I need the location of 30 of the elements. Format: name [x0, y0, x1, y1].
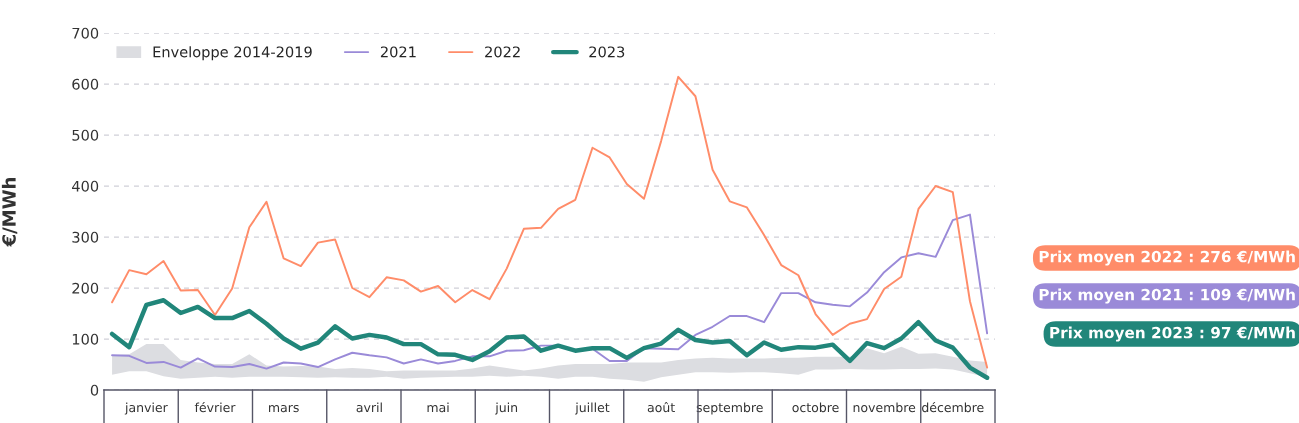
- x-tick-label: mai: [427, 402, 449, 413]
- x-tick-label: janvier: [124, 402, 168, 415]
- y-axis-title: €/MWh: [1, 177, 18, 247]
- y-tick-label: 600: [72, 78, 99, 90]
- x-tick-label: août: [647, 402, 675, 413]
- y-tick-label: 300: [72, 231, 99, 243]
- line-series: [111, 213, 989, 370]
- y-tick-label: 200: [72, 282, 99, 294]
- text: Prix moyen 2023 : 97 €/MWh: [1050, 326, 1295, 342]
- legend-label: 2021: [380, 46, 416, 58]
- x-tick-label: juillet: [575, 402, 610, 415]
- text: Prix moyen 2021 : 109 €/MWh: [1039, 288, 1295, 304]
- y-tick-label: 700: [72, 27, 99, 39]
- y-tick-label: 0: [90, 384, 99, 396]
- x-tick-label: février: [194, 402, 236, 413]
- legend-label: 2022: [485, 46, 520, 58]
- x-tick-label: décembre: [922, 402, 984, 413]
- y-tick-label: 100: [72, 333, 99, 345]
- legend-label: 2023: [589, 46, 625, 58]
- y-tick-label: 500: [72, 129, 99, 141]
- x-tick-label: avril: [356, 402, 382, 413]
- x-tick-label: novembre: [853, 402, 916, 413]
- line-series: [109, 298, 990, 380]
- line-series: [111, 75, 989, 369]
- text: Prix moyen 2022 : 276 €/MWh: [1039, 250, 1295, 266]
- x-tick-label: octobre: [792, 402, 839, 413]
- y-tick-label: 400: [72, 180, 99, 192]
- legend-label: Enveloppe 2014-2019: [153, 46, 312, 61]
- x-tick-label: mars: [269, 405, 299, 413]
- x-tick-label: juin: [495, 402, 518, 415]
